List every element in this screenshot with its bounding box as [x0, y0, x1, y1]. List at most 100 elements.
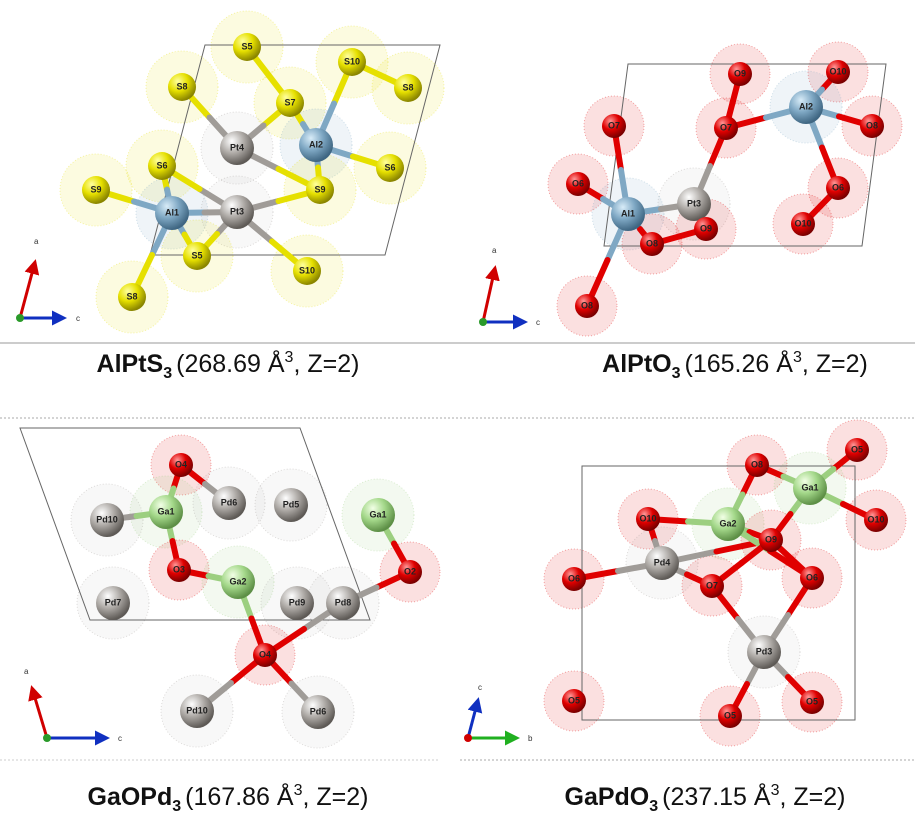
caption-rest: , Z=2) — [779, 783, 845, 811]
atom-label: O4 — [175, 459, 187, 469]
formula: AlPtS — [97, 350, 164, 378]
atom-label: O8 — [751, 459, 763, 469]
atom-label: O2 — [404, 566, 416, 576]
atom-label: Pd5 — [283, 499, 300, 509]
atom-label: O9 — [734, 68, 746, 78]
axis-label: a — [24, 667, 29, 676]
structure-panel: O4Pd10Ga1Pd6Pd5Ga1O3Ga2O2Pd7Pd9Pd8O4Pd10… — [20, 428, 440, 815]
atom-label: Pd8 — [335, 597, 352, 607]
atom-label: Ga1 — [369, 509, 386, 519]
atom-label: S9 — [314, 184, 325, 194]
atom-label: O10 — [794, 218, 811, 228]
caption: AlPtS3(268.69 Å3, Z=2) — [97, 348, 360, 382]
atom-label: S10 — [344, 56, 360, 66]
caption-rest: , Z=2) — [302, 783, 368, 811]
axis-arrow — [483, 268, 495, 322]
axis-arrow — [32, 688, 47, 738]
axis-origin — [16, 314, 24, 322]
atom-label: O5 — [851, 444, 863, 454]
atom-label: O7 — [706, 580, 718, 590]
axis-label: c — [536, 318, 540, 327]
atom-label: Ga2 — [719, 518, 736, 528]
atom-label: O5 — [568, 695, 580, 705]
atom-label: Pd4 — [654, 557, 671, 567]
atom-label: O8 — [581, 300, 593, 310]
caption-rest: , Z=2) — [293, 350, 359, 378]
atom-label: Pt3 — [230, 206, 244, 216]
superscript: 3 — [793, 349, 802, 366]
atom-label: S5 — [191, 250, 202, 260]
atom-label: Al1 — [621, 208, 635, 218]
atom-label: S8 — [402, 82, 413, 92]
axis-label: a — [34, 237, 39, 246]
atom-label: S7 — [284, 97, 295, 107]
superscript: 3 — [285, 349, 294, 366]
axis-origin — [43, 734, 51, 742]
atom-label: O7 — [608, 120, 620, 130]
atom-label: O6 — [832, 182, 844, 192]
axis-label: c — [478, 683, 482, 692]
axis-arrow — [20, 262, 35, 318]
volume: (167.86 Å — [185, 781, 294, 811]
atom-label: Pd10 — [186, 705, 208, 715]
atom-label: Pt3 — [687, 198, 701, 208]
atom-label: Ga2 — [229, 576, 246, 586]
atom-label: O5 — [806, 696, 818, 706]
axis-arrow — [468, 700, 478, 738]
atom-label: O10 — [639, 513, 656, 523]
atom-label: Pd9 — [289, 597, 306, 607]
subscript: 3 — [649, 798, 658, 815]
subscript: 3 — [163, 365, 172, 382]
atom-label: O8 — [646, 238, 658, 248]
subscript: 3 — [172, 798, 181, 815]
atom-label: Al2 — [799, 101, 813, 111]
atom-label: Al2 — [309, 139, 323, 149]
atom-label: S8 — [126, 291, 137, 301]
caption: AlPtO3(165.26 Å3, Z=2) — [602, 348, 868, 382]
atom-label: S5 — [241, 41, 252, 51]
figure: S5 S10 S8 S8 S7 Pt4 Al2 S6 S9 S6 S9 Al1 Pt3 S5 S10 S8 a c… — [0, 0, 915, 818]
caption-rest: , Z=2) — [802, 350, 868, 378]
axis-origin — [464, 734, 472, 742]
atom-label: Pt4 — [230, 142, 244, 152]
atom-label: O4 — [259, 649, 271, 659]
atom-label: O9 — [700, 223, 712, 233]
atom-label: O6 — [806, 572, 818, 582]
page: S5 S10 S8 S8 S7 Pt4 Al2 S6 S9 S6 S9 Al1 Pt3 S5 S10 S8 a c… — [0, 0, 915, 818]
subscript: 3 — [672, 365, 681, 382]
atom-label: S6 — [384, 162, 395, 172]
atom-label: O5 — [724, 710, 736, 720]
volume: (165.26 Å — [685, 348, 794, 378]
atom-label: O3 — [173, 564, 185, 574]
axis-label: a — [492, 246, 497, 255]
atom-label: Pd6 — [221, 497, 238, 507]
formula: GaOPd — [88, 783, 173, 811]
formula: GaPdO — [565, 783, 650, 811]
structure-panel: S5 S10 S8 S8 S7 Pt4 Al2 S6 S9 S6 S9 Al1 Pt3 S5 S10 S8 a c… — [16, 11, 444, 382]
axis-label: c — [118, 734, 122, 743]
atom-label: O10 — [829, 66, 846, 76]
atom-label: O10 — [867, 514, 884, 524]
atom-label: Pd10 — [96, 514, 118, 524]
formula: AlPtO — [602, 350, 671, 378]
axis-label: c — [76, 314, 80, 323]
atom-label: O6 — [568, 573, 580, 583]
atom-label: Ga1 — [157, 506, 174, 516]
atom-label: O8 — [866, 120, 878, 130]
atom-label: S9 — [90, 184, 101, 194]
volume: (237.15 Å — [662, 781, 771, 811]
atom-label: S10 — [299, 265, 315, 275]
volume: (268.69 Å — [176, 348, 285, 378]
atom-label: Ga1 — [801, 482, 818, 492]
atom-label: S6 — [156, 160, 167, 170]
atom-label: O9 — [765, 534, 777, 544]
superscript: 3 — [294, 782, 303, 799]
atom-label: Pd6 — [310, 706, 327, 716]
structure-panel: O9O10O7O7Al2O8O6Pt3O6Al1O8O9O10O8acAlPtO… — [479, 42, 902, 382]
caption: GaOPd3(167.86 Å3, Z=2) — [88, 781, 369, 815]
axis-origin — [479, 318, 487, 326]
atom-label: Al1 — [165, 207, 179, 217]
atom-label: O7 — [720, 122, 732, 132]
atom-label: S8 — [176, 81, 187, 91]
